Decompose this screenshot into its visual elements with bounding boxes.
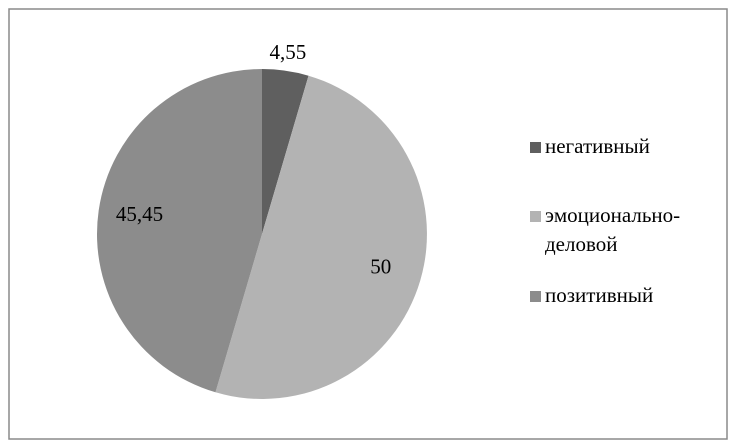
legend-label: негативный [545,134,650,158]
legend-swatch [530,291,541,302]
data-label: 50 [370,255,391,279]
pie-slice [215,75,427,399]
legend-label: эмоционально-деловой [545,203,680,256]
pie-slice [97,69,262,393]
legend-swatch [530,142,541,153]
legend-swatch [530,211,541,222]
data-label: 45,45 [116,202,163,226]
data-label: 4,55 [269,40,306,64]
pie-slice [262,69,309,234]
legend-label: позитивный [545,283,653,307]
